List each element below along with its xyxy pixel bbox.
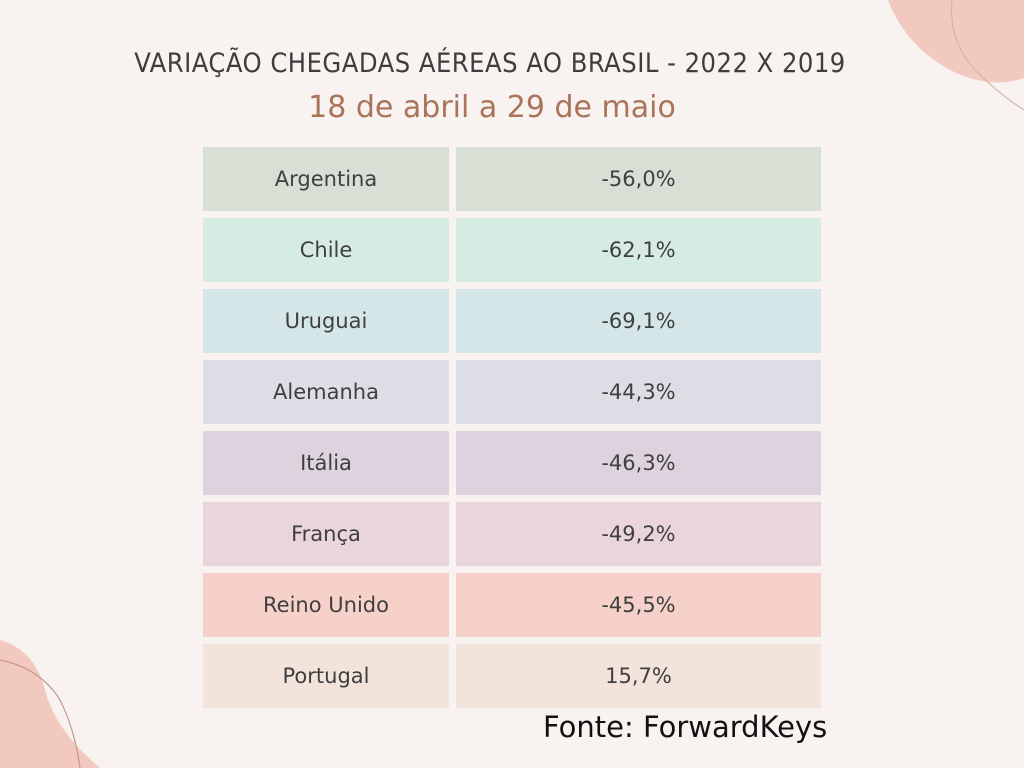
country-cell: Alemanha — [203, 360, 449, 424]
table-row: França -49,2% — [203, 502, 821, 566]
value-cell: -49,2% — [456, 502, 821, 566]
country-cell: Argentina — [203, 147, 449, 211]
value-cell: -45,5% — [456, 573, 821, 637]
country-cell: França — [203, 502, 449, 566]
country-cell: Portugal — [203, 644, 449, 708]
country-cell: Uruguai — [203, 289, 449, 353]
value-cell: -44,3% — [456, 360, 821, 424]
value-cell: -46,3% — [456, 431, 821, 495]
country-cell: Chile — [203, 218, 449, 282]
value-cell: -56,0% — [456, 147, 821, 211]
table-row: Reino Unido -45,5% — [203, 573, 821, 637]
decor-blob-bottom-left — [0, 640, 100, 768]
table-row: Uruguai -69,1% — [203, 289, 821, 353]
country-cell: Reino Unido — [203, 573, 449, 637]
chart-title: Variação chegadas aéreas ao Brasil - 202… — [134, 48, 846, 79]
data-table: Argentina -56,0% Chile -62,1% Uruguai -69,1% A… — [203, 147, 821, 715]
table-row: Itália -46,3% — [203, 431, 821, 495]
value-cell: -69,1% — [456, 289, 821, 353]
chart-subtitle: 18 de abril a 29 de maio — [308, 90, 676, 125]
country-cell: Itália — [203, 431, 449, 495]
table-row: Portugal 15,7% — [203, 644, 821, 708]
table-row: Alemanha -44,3% — [203, 360, 821, 424]
decor-line-bottom-left — [0, 659, 81, 768]
source-note: Fonte: ForwardKeys — [543, 710, 828, 744]
table-row: Argentina -56,0% — [203, 147, 821, 211]
table-row: Chile -62,1% — [203, 218, 821, 282]
value-cell: -62,1% — [456, 218, 821, 282]
value-cell: 15,7% — [456, 644, 821, 708]
